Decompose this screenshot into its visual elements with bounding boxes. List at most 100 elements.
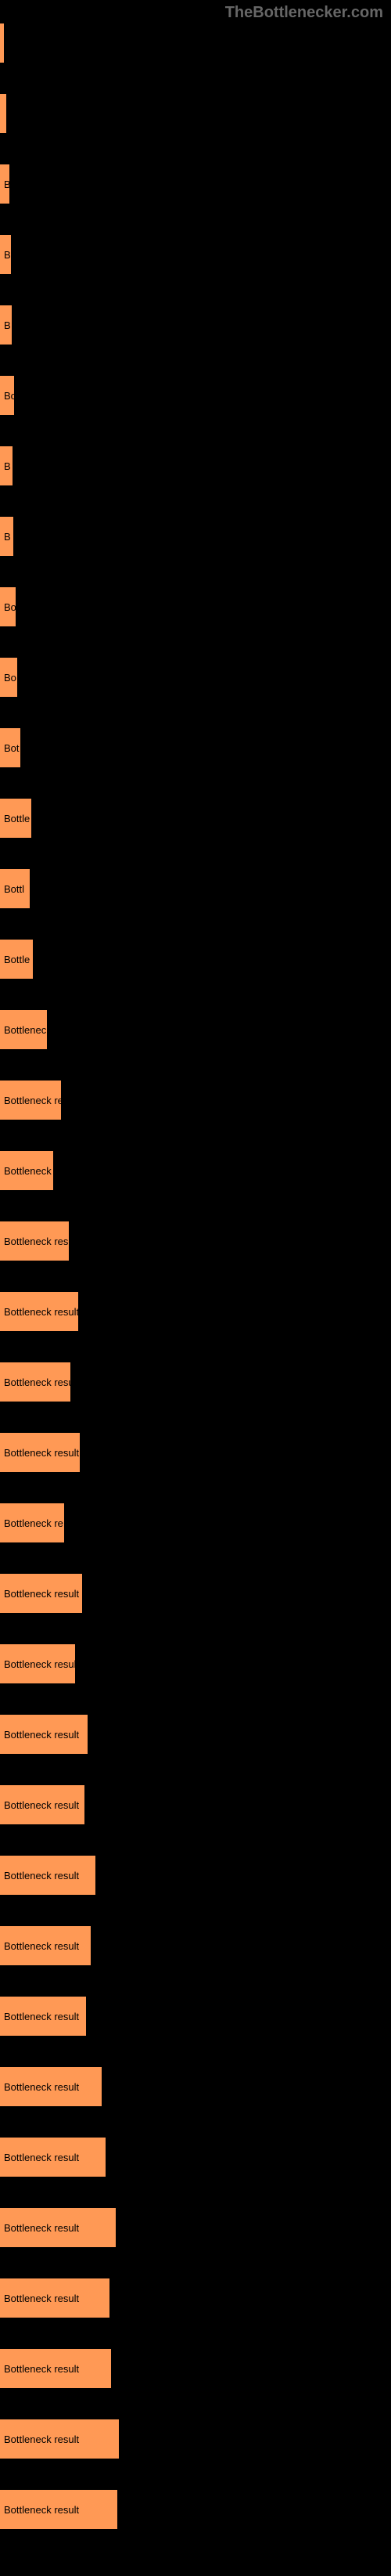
bar-label: Bottlenec bbox=[4, 1024, 46, 1036]
bar: Bottle bbox=[0, 940, 33, 979]
bar-label: Bo bbox=[4, 390, 16, 402]
bar-label: Bottle bbox=[4, 813, 30, 824]
bar: Bottleneck resu bbox=[0, 1362, 70, 1402]
bar: Bottleneck result bbox=[0, 1715, 88, 1754]
bar: Bottleneck bbox=[0, 1151, 53, 1190]
bar-label: Bottleneck result bbox=[4, 1306, 79, 1318]
bar-row bbox=[0, 23, 391, 63]
bar-row: Bottleneck resu bbox=[0, 1362, 391, 1402]
bar-label: Bo bbox=[4, 672, 16, 684]
bar-row: B bbox=[0, 235, 391, 274]
bar-label: Bottleneck re bbox=[4, 1517, 63, 1529]
bar: Bottl bbox=[0, 869, 30, 908]
bar-label: Bottleneck result bbox=[4, 2293, 79, 2304]
bar-label: Bo bbox=[4, 601, 16, 613]
bar-row bbox=[0, 94, 391, 133]
bar-label: Bottleneck resul bbox=[4, 1658, 77, 1670]
bar: B bbox=[0, 305, 12, 345]
bar-label: Bottleneck bbox=[4, 1165, 52, 1177]
bar-row: B bbox=[0, 305, 391, 345]
bar-row: Bottl bbox=[0, 869, 391, 908]
bar: Bot bbox=[0, 728, 20, 767]
bar: Bottleneck result bbox=[0, 1926, 91, 1965]
bar: B bbox=[0, 164, 9, 204]
bar: Bottleneck result bbox=[0, 1433, 80, 1472]
bar: Bottleneck resu bbox=[0, 1221, 69, 1261]
bar: B bbox=[0, 446, 13, 485]
bar-label: Bottleneck result bbox=[4, 1729, 79, 1741]
bar: Bottleneck result bbox=[0, 2067, 102, 2106]
bar-row: Bottlenec bbox=[0, 1010, 391, 1049]
bar-row: Bottleneck resu bbox=[0, 1221, 391, 1261]
bar-row: Bottleneck result bbox=[0, 1785, 391, 1824]
bar-label: B bbox=[4, 460, 11, 472]
chart-container: B B B Bo B B Bo Bo Bot Bottle Bottl Bottle Bottlenec… bbox=[0, 0, 391, 2576]
bar bbox=[0, 94, 6, 133]
bar-row: Bottleneck result bbox=[0, 2067, 391, 2106]
bar: Bottleneck result bbox=[0, 2138, 106, 2177]
bar-label: Bottleneck re bbox=[4, 1095, 63, 1106]
bar: Bottleneck result bbox=[0, 2278, 109, 2318]
bar-row: Bo bbox=[0, 587, 391, 626]
bar-row: Bottle bbox=[0, 799, 391, 838]
bar-label: Bottleneck result bbox=[4, 1447, 79, 1459]
bar-row: Bottleneck result bbox=[0, 2419, 391, 2459]
bar-row: Bottleneck result bbox=[0, 2138, 391, 2177]
bar: B bbox=[0, 235, 11, 274]
bar-row: Bottle bbox=[0, 940, 391, 979]
bar-row: B bbox=[0, 446, 391, 485]
bar-label: Bottleneck result bbox=[4, 2011, 79, 2022]
bar-row: Bottleneck result bbox=[0, 1997, 391, 2036]
bar-row: Bottleneck result bbox=[0, 2208, 391, 2247]
bar-row: Bottleneck result bbox=[0, 1926, 391, 1965]
bar-label: Bottleneck result bbox=[4, 1588, 79, 1600]
bar-row: Bo bbox=[0, 376, 391, 415]
bar-row: B bbox=[0, 164, 391, 204]
bar-row: Bo bbox=[0, 658, 391, 697]
bar-row: Bottleneck result bbox=[0, 2349, 391, 2388]
bar-label: Bottleneck resu bbox=[4, 1376, 74, 1388]
bar: Bottleneck result bbox=[0, 2349, 111, 2388]
bar-label: Bottleneck result bbox=[4, 2152, 79, 2163]
bar-row: Bottleneck result bbox=[0, 2278, 391, 2318]
bar: Bo bbox=[0, 587, 16, 626]
bar-row: Bottleneck result bbox=[0, 1856, 391, 1895]
bar-label: Bottl bbox=[4, 883, 24, 895]
bar-label: Bottleneck result bbox=[4, 2222, 79, 2234]
bar-row: Bot bbox=[0, 728, 391, 767]
bar: Bottleneck result bbox=[0, 1997, 86, 2036]
bar: B bbox=[0, 517, 13, 556]
watermark: TheBottlenecker.com bbox=[225, 4, 383, 22]
bar-row: Bottleneck re bbox=[0, 1081, 391, 1120]
bar: Bottleneck result bbox=[0, 1785, 84, 1824]
bar-label: B bbox=[4, 319, 11, 331]
bar-row: Bottleneck bbox=[0, 1151, 391, 1190]
bar: Bottleneck re bbox=[0, 1503, 64, 1542]
bar: Bottleneck result bbox=[0, 2490, 117, 2529]
bar-label: Bottleneck result bbox=[4, 1940, 79, 1952]
bar-row: Bottleneck result bbox=[0, 1574, 391, 1613]
bar-label: Bottleneck result bbox=[4, 1799, 79, 1811]
bar: Bottle bbox=[0, 799, 31, 838]
bar: Bottleneck result bbox=[0, 2208, 116, 2247]
bar: Bottleneck result bbox=[0, 1292, 78, 1331]
bar-label: Bot bbox=[4, 742, 20, 754]
bar-label: Bottleneck result bbox=[4, 2433, 79, 2445]
bar bbox=[0, 23, 4, 63]
bar: Bottleneck re bbox=[0, 1081, 61, 1120]
bar-label: B bbox=[4, 249, 11, 261]
bar: Bottlenec bbox=[0, 1010, 47, 1049]
bar-label: Bottleneck result bbox=[4, 2363, 79, 2375]
bar-row: Bottleneck resul bbox=[0, 1644, 391, 1683]
bar-row: Bottleneck result bbox=[0, 1715, 391, 1754]
bar-row: Bottleneck result bbox=[0, 2490, 391, 2529]
bar-label: Bottleneck resu bbox=[4, 1236, 74, 1247]
bar: Bottleneck resul bbox=[0, 1644, 75, 1683]
bar-row: Bottleneck result bbox=[0, 1292, 391, 1331]
bar-row: B bbox=[0, 517, 391, 556]
bar-label: Bottleneck result bbox=[4, 1870, 79, 1881]
bar-label: Bottle bbox=[4, 954, 30, 965]
bar-row: Bottleneck re bbox=[0, 1503, 391, 1542]
bar: Bottleneck result bbox=[0, 1574, 82, 1613]
bar: Bottleneck result bbox=[0, 2419, 119, 2459]
